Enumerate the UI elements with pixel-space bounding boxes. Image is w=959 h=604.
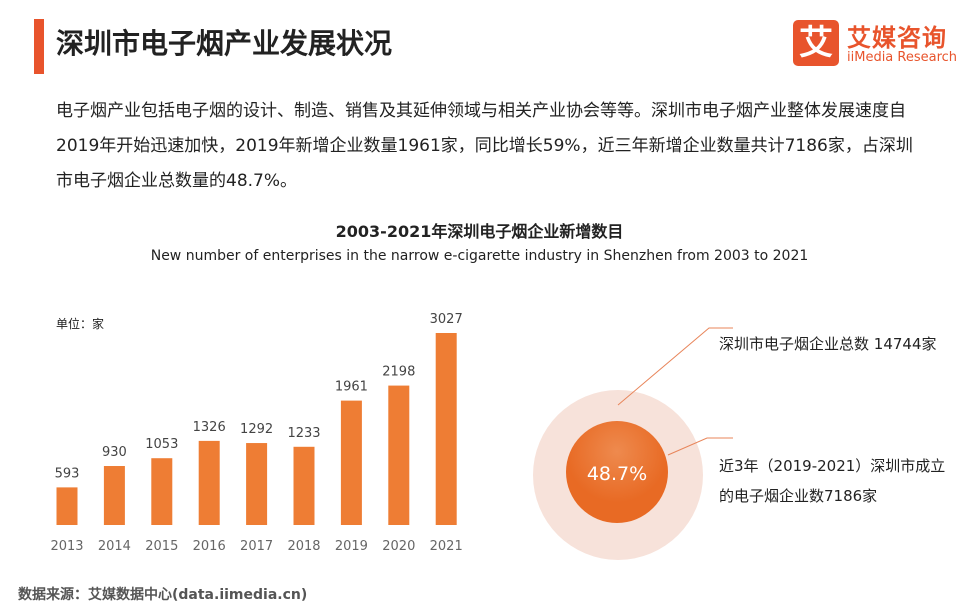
unit-label: 单位：家 [56, 317, 105, 331]
x-tick-label: 2020 [382, 539, 415, 554]
x-tick-label: 2021 [430, 539, 463, 554]
bar-2019 [340, 400, 362, 525]
data-label: 1053 [145, 437, 178, 452]
data-label: 3027 [430, 312, 463, 327]
bar-2017 [246, 443, 268, 525]
data-label: 593 [55, 466, 80, 481]
data-label: 1326 [193, 420, 226, 435]
data-label: 1233 [287, 426, 320, 441]
logo-icon: 艾 [793, 20, 839, 66]
source-note: 数据来源：艾媒数据中心(data.iimedia.cn) [18, 587, 308, 603]
x-tick-label: 2015 [145, 539, 178, 554]
recent-label-line1: 近3年（2019-2021）深圳市成立 [719, 457, 946, 475]
bar-2013 [56, 487, 78, 525]
total-label: 深圳市电子烟企业总数 14744家 [719, 335, 937, 353]
x-tick-label: 2013 [50, 539, 83, 554]
x-tick-label: 2019 [335, 539, 368, 554]
x-tick-label: 2014 [98, 539, 131, 554]
data-label: 2198 [382, 365, 415, 380]
x-tick-label: 2018 [287, 539, 320, 554]
logo-en: iiMedia Research [847, 50, 958, 65]
bar-2014 [103, 466, 125, 525]
logo: 艾 艾媒咨询 iiMedia Research [793, 18, 958, 68]
center-percentage: 48.7% [587, 463, 647, 485]
bar-2016 [198, 440, 220, 525]
chart-title: 2003-2021年深圳电子烟企业新增数目 [335, 222, 624, 241]
bar-2021 [435, 333, 457, 525]
x-tick-label: 2016 [193, 539, 226, 554]
chart-subtitle: New number of enterprises in the narrow … [150, 248, 809, 264]
x-tick-label: 2017 [240, 539, 273, 554]
data-label: 1292 [240, 422, 273, 437]
bar-2015 [151, 458, 173, 525]
bar-2020 [388, 385, 410, 525]
leader-line-total [617, 327, 733, 406]
data-label: 930 [102, 445, 127, 460]
recent-label-line2: 的电子烟企业数7186家 [719, 487, 878, 505]
data-label: 1961 [335, 380, 368, 395]
page-title: 深圳市电子烟产业发展状况 [56, 27, 393, 60]
bar-2018 [293, 446, 315, 525]
title-accent-bar [34, 19, 44, 74]
logo-cn: 艾媒咨询 [847, 24, 947, 52]
inner-circle [566, 421, 668, 523]
intro-paragraph: 电子烟产业包括电子烟的设计、制造、销售及其延伸领域与相关产业协会等等。深圳市电子… [56, 101, 913, 191]
leader-line-recent [667, 437, 733, 456]
